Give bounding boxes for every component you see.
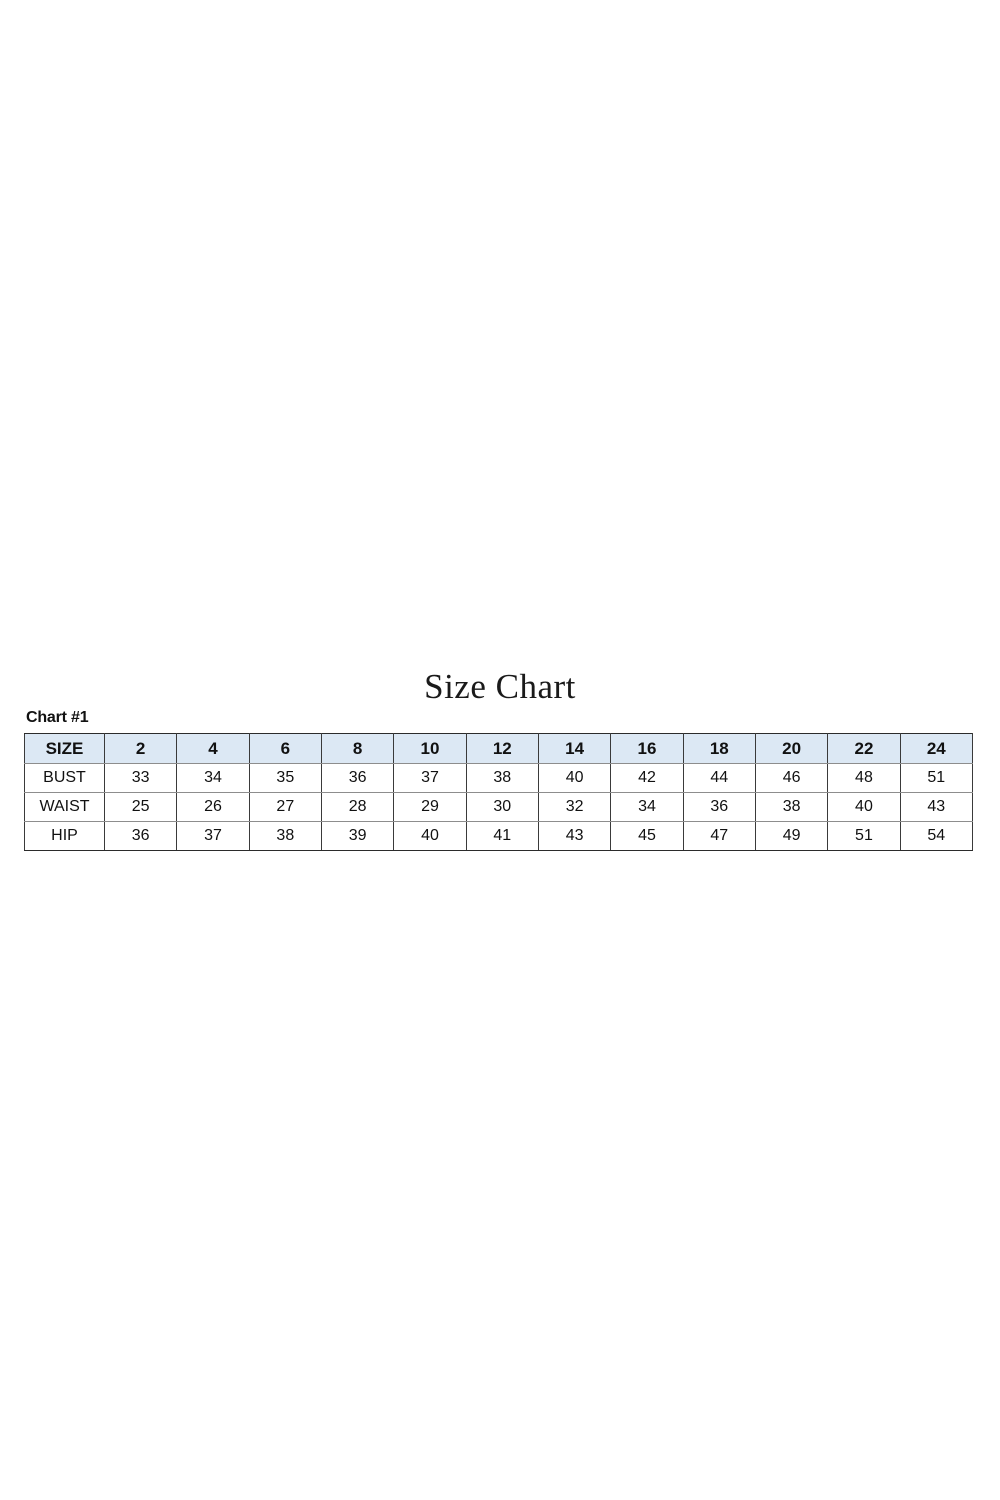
column-header-6: 6 (248, 733, 322, 764)
cell-waist-18: 36 (682, 792, 756, 822)
row-label-hip: HIP (24, 821, 105, 851)
column-header-8: 8 (320, 733, 395, 764)
cell-hip-20: 49 (754, 821, 829, 851)
column-header-20: 20 (754, 733, 829, 764)
cell-bust-24: 51 (899, 763, 973, 793)
cell-waist-24: 43 (899, 792, 973, 822)
chart-number-label: Chart #1 (26, 709, 89, 726)
table-row: BUST 33 34 35 36 37 38 40 42 44 46 48 51 (24, 763, 973, 793)
column-header-24: 24 (899, 733, 973, 764)
cell-waist-4: 26 (176, 792, 250, 822)
cell-hip-10: 40 (393, 821, 467, 851)
cell-waist-12: 30 (465, 792, 539, 822)
cell-waist-6: 27 (248, 792, 322, 822)
column-header-size: SIZE (24, 733, 105, 764)
cell-hip-24: 54 (899, 821, 973, 851)
column-header-16: 16 (610, 733, 684, 764)
cell-bust-18: 44 (682, 763, 756, 793)
column-header-12: 12 (465, 733, 539, 764)
cell-waist-8: 28 (320, 792, 395, 822)
cell-waist-22: 40 (827, 792, 901, 822)
cell-bust-4: 34 (176, 763, 250, 793)
column-header-4: 4 (176, 733, 250, 764)
column-header-2: 2 (103, 733, 178, 764)
cell-bust-2: 33 (103, 763, 178, 793)
cell-hip-2: 36 (103, 821, 178, 851)
column-header-22: 22 (827, 733, 901, 764)
size-chart-table-container: SIZE 2 4 6 8 10 12 14 16 18 20 22 24 B (24, 733, 973, 851)
row-label-bust: BUST (24, 763, 105, 793)
cell-bust-16: 42 (610, 763, 684, 793)
cell-hip-16: 45 (610, 821, 684, 851)
cell-hip-8: 39 (320, 821, 395, 851)
cell-waist-10: 29 (393, 792, 467, 822)
table-body: BUST 33 34 35 36 37 38 40 42 44 46 48 51… (24, 763, 973, 851)
cell-bust-12: 38 (465, 763, 539, 793)
cell-waist-2: 25 (103, 792, 178, 822)
cell-bust-10: 37 (393, 763, 467, 793)
cell-hip-6: 38 (248, 821, 322, 851)
cell-hip-12: 41 (465, 821, 539, 851)
column-header-14: 14 (537, 733, 612, 764)
cell-hip-22: 51 (827, 821, 901, 851)
column-header-10: 10 (393, 733, 467, 764)
cell-bust-22: 48 (827, 763, 901, 793)
table-header-row: SIZE 2 4 6 8 10 12 14 16 18 20 22 24 (24, 733, 973, 764)
cell-hip-14: 43 (537, 821, 612, 851)
row-label-waist: WAIST (24, 792, 105, 822)
table-header: SIZE 2 4 6 8 10 12 14 16 18 20 22 24 (24, 733, 973, 764)
table-row: HIP 36 37 38 39 40 41 43 45 47 49 51 54 (24, 821, 973, 851)
size-chart-table: SIZE 2 4 6 8 10 12 14 16 18 20 22 24 B (24, 733, 973, 851)
page-title: Size Chart (424, 667, 576, 706)
cell-bust-8: 36 (320, 763, 395, 793)
cell-hip-4: 37 (176, 821, 250, 851)
cell-waist-16: 34 (610, 792, 684, 822)
cell-bust-20: 46 (754, 763, 829, 793)
cell-bust-14: 40 (537, 763, 612, 793)
cell-bust-6: 35 (248, 763, 322, 793)
column-header-18: 18 (682, 733, 756, 764)
cell-waist-14: 32 (537, 792, 612, 822)
table-row: WAIST 25 26 27 28 29 30 32 34 36 38 40 4… (24, 792, 973, 822)
cell-hip-18: 47 (682, 821, 756, 851)
cell-waist-20: 38 (754, 792, 829, 822)
